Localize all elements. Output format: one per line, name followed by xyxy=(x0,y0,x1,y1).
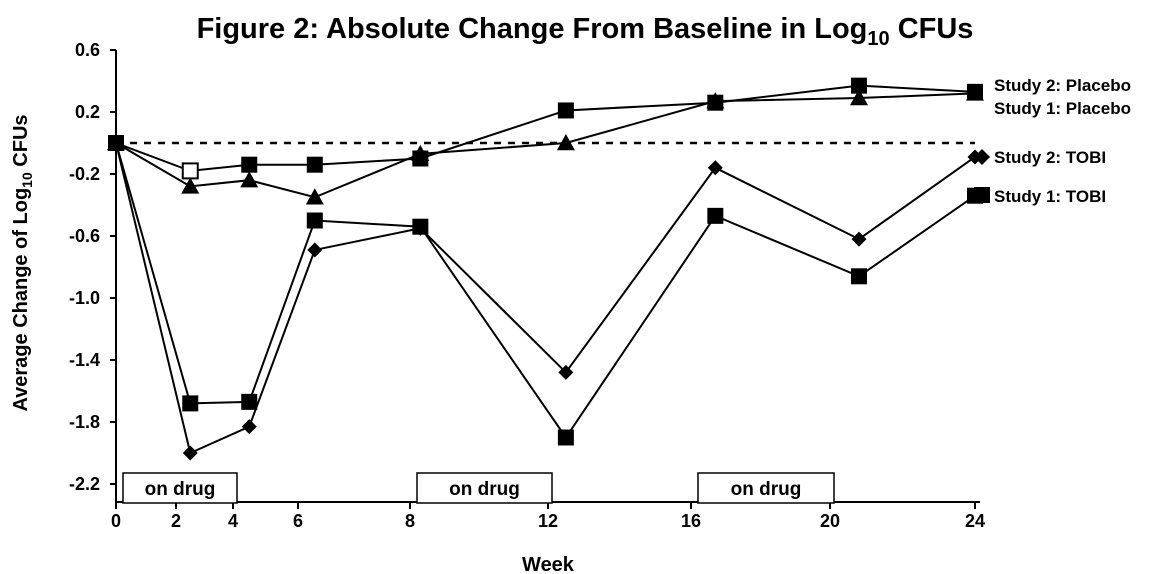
on-drug-box-border xyxy=(122,472,238,504)
on-drug-label: on drug xyxy=(731,479,802,500)
data-point-square xyxy=(182,395,199,412)
on-drug-label: on drug xyxy=(449,479,520,500)
data-point-diamond xyxy=(558,364,574,380)
x-tick-label: 2 xyxy=(171,511,181,531)
y-axis-label-subscript: 10 xyxy=(19,172,35,188)
series-markers xyxy=(107,77,984,461)
y-tick-label: -0.6 xyxy=(69,226,100,246)
data-point-square xyxy=(967,83,983,100)
data-point-diamond xyxy=(108,135,124,151)
on-drug-box-border xyxy=(416,472,553,504)
x-axis-ticks: 0 2 4 6 8 12 16 20 24 xyxy=(111,502,985,531)
x-tick-label: 12 xyxy=(538,511,558,531)
data-point-diamond xyxy=(851,231,867,247)
x-tick-label: 20 xyxy=(820,511,840,531)
data-point-triangle xyxy=(556,134,575,151)
data-point-diamond xyxy=(707,160,723,176)
data-point-triangle xyxy=(181,177,200,194)
data-point-square xyxy=(241,156,258,173)
data-point-diamond xyxy=(412,220,428,236)
y-axis-ticks: 0.6 0.2 -0.2 -0.6 -1.0 -1.4 -1.8 -2.2 xyxy=(69,40,116,494)
x-tick-label: 24 xyxy=(965,511,985,531)
data-point-square xyxy=(557,102,574,119)
x-tick-label: 0 xyxy=(111,511,121,531)
data-point-square xyxy=(707,207,724,224)
x-tick-label: 6 xyxy=(293,511,303,531)
chart-title-main: Figure 2: Absolute Change From Baseline … xyxy=(197,13,868,45)
y-tick-label: -2.2 xyxy=(69,474,100,494)
on-drug-label: on drug xyxy=(145,479,216,500)
series-label: Study 1: TOBI xyxy=(994,187,1106,206)
y-tick-label: -1.4 xyxy=(69,350,100,370)
y-tick-label: -0.2 xyxy=(69,164,100,184)
data-point-diamond xyxy=(182,445,198,461)
on-drug-periods: on drug on drug on drug xyxy=(122,472,835,504)
data-point-square xyxy=(241,393,258,410)
on-drug-box: on drug xyxy=(697,472,835,504)
data-point-square xyxy=(412,150,429,167)
data-point-square xyxy=(707,94,724,111)
series-labels: Study 2: Placebo Study 1: Placebo Study 2:… xyxy=(974,76,1131,206)
chart-title-suffix: CFUs xyxy=(890,13,974,45)
y-tick-label: -1.0 xyxy=(69,288,100,308)
y-axis-label: Average Change of Log10 CFUs xyxy=(10,114,35,411)
data-point-square xyxy=(557,429,574,446)
legend-marker-square xyxy=(974,187,990,203)
on-drug-box: on drug xyxy=(122,472,238,504)
data-point-diamond xyxy=(307,242,323,258)
chart-title-subscript: 10 xyxy=(867,28,889,50)
data-point-square xyxy=(851,77,867,94)
series-label: Study 2: TOBI xyxy=(994,148,1106,167)
on-drug-box-border xyxy=(697,472,835,504)
data-point-triangle xyxy=(240,171,259,188)
legend-marker-diamond xyxy=(974,149,990,165)
data-point-square xyxy=(851,268,867,285)
data-point-triangle xyxy=(850,89,868,106)
y-tick-label: -1.8 xyxy=(69,412,100,432)
on-drug-box: on drug xyxy=(416,472,553,504)
x-tick-label: 8 xyxy=(405,511,415,531)
x-axis-label: Week xyxy=(522,554,575,574)
x-tick-label: 4 xyxy=(228,511,238,531)
y-tick-label: 0.2 xyxy=(75,102,100,122)
data-point-square xyxy=(306,156,323,173)
series-label: Study 2: Placebo xyxy=(994,76,1131,95)
series-label: Study 1: Placebo xyxy=(994,99,1131,118)
data-point-diamond xyxy=(241,419,257,435)
y-axis-label-main: Average Change of Log xyxy=(10,188,32,412)
y-axis-label-suffix: CFUs xyxy=(10,114,32,172)
chart-title: Figure 2: Absolute Change From Baseline … xyxy=(197,13,974,50)
y-tick-label: 0.6 xyxy=(75,40,100,60)
data-point-square xyxy=(306,212,323,229)
data-point-square xyxy=(181,162,199,180)
data-point-triangle xyxy=(305,188,324,205)
x-tick-label: 16 xyxy=(681,511,701,531)
